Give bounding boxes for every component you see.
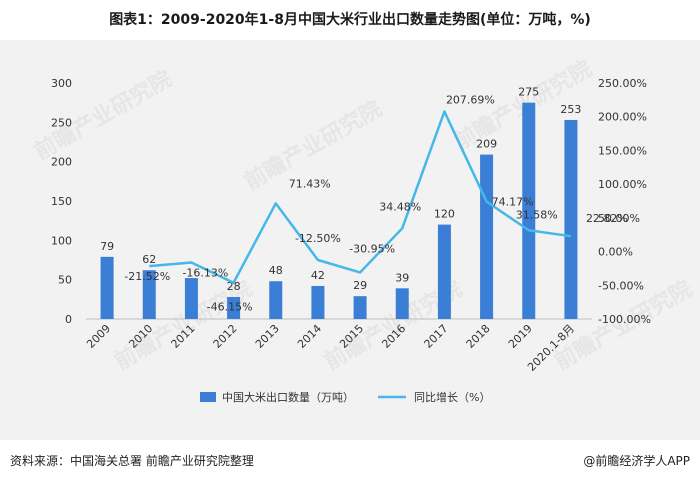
bar <box>269 281 283 319</box>
line-value-label: 22.82% <box>586 212 628 225</box>
y-left-tick-label: 100 <box>51 234 72 247</box>
source-note: 资料来源：中国海关总署 前瞻产业研究院整理 <box>10 454 254 468</box>
bar-value-label: 28 <box>227 280 241 293</box>
bar <box>437 224 451 319</box>
bar <box>522 102 536 319</box>
x-tick-label: 2017 <box>422 322 451 351</box>
y-right-tick-label: -100.00% <box>598 313 651 326</box>
bar-value-label: 275 <box>518 86 539 99</box>
line-value-label: -16.13% <box>182 266 228 279</box>
bar-value-label: 253 <box>560 103 581 116</box>
y-right-tick-label: 100.00% <box>598 178 647 191</box>
line-value-label: 207.69% <box>446 94 495 107</box>
legend-line-label: 同比增长（%） <box>414 390 490 404</box>
y-right-tick-label: 0.00% <box>598 246 633 259</box>
bar-value-label: 79 <box>100 240 114 253</box>
combo-chart: 前瞻产业研究院前瞻产业研究院前瞻产业研究院前瞻产业研究院前瞻产业研究院前瞻产业研… <box>30 56 696 404</box>
bar-value-label: 120 <box>434 208 455 221</box>
line-value-label: 74.17% <box>492 196 534 209</box>
line-value-label: -12.50% <box>295 232 341 245</box>
bar-value-label: 39 <box>395 271 409 284</box>
bar <box>227 296 241 319</box>
y-left-tick-label: 50 <box>58 274 72 287</box>
bar <box>142 270 156 319</box>
chart-panel <box>0 40 700 440</box>
x-tick-label: 2019 <box>506 322 535 351</box>
y-right-tick-label: 250.00% <box>598 77 647 90</box>
y-left-tick-label: 300 <box>51 77 72 90</box>
bar <box>564 119 578 320</box>
y-left-tick-label: 200 <box>51 156 72 169</box>
bar-value-label: 48 <box>269 264 283 277</box>
bar-value-label: 42 <box>311 269 325 282</box>
brand-credit: @前瞻经济学人APP <box>583 454 690 468</box>
x-tick-label: 2012 <box>211 322 240 351</box>
y-left-tick-label: 250 <box>51 116 72 129</box>
line-value-label: 31.58% <box>516 208 558 221</box>
bar-value-label: 62 <box>142 253 156 266</box>
y-right-tick-label: 50.00% <box>598 212 640 225</box>
bar-value-label: 209 <box>476 138 497 151</box>
y-right-tick-label: 200.00% <box>598 111 647 124</box>
line-value-label: -30.95% <box>349 242 395 255</box>
y-left-tick-label: 150 <box>51 195 72 208</box>
bar <box>395 288 409 319</box>
legend-bar-label: 中国大米出口数量（万吨） <box>222 390 354 404</box>
x-tick-label: 2018 <box>464 322 493 351</box>
chart-title: 图表1：2009-2020年1-8月中国大米行业出口数量走势图(单位：万吨，%) <box>109 12 591 28</box>
bar-value-label: 29 <box>353 279 367 292</box>
line-value-label: -21.52% <box>124 270 170 283</box>
x-tick-label: 2009 <box>84 322 113 351</box>
y-right-tick-label: -50.00% <box>598 279 644 292</box>
bar <box>353 296 367 319</box>
y-left-tick-label: 0 <box>65 313 72 326</box>
bar <box>311 285 325 319</box>
line-value-label: 34.48% <box>379 200 421 213</box>
bar <box>480 154 494 319</box>
y-right-tick-label: 150.00% <box>598 144 647 157</box>
x-tick-label: 2014 <box>295 322 324 351</box>
line-value-label: -46.15% <box>207 301 253 314</box>
line-value-label: 71.43% <box>289 177 331 190</box>
bar <box>184 278 198 319</box>
x-tick-label: 2013 <box>253 322 282 351</box>
legend-bar-swatch <box>200 392 216 402</box>
bar <box>100 256 114 319</box>
